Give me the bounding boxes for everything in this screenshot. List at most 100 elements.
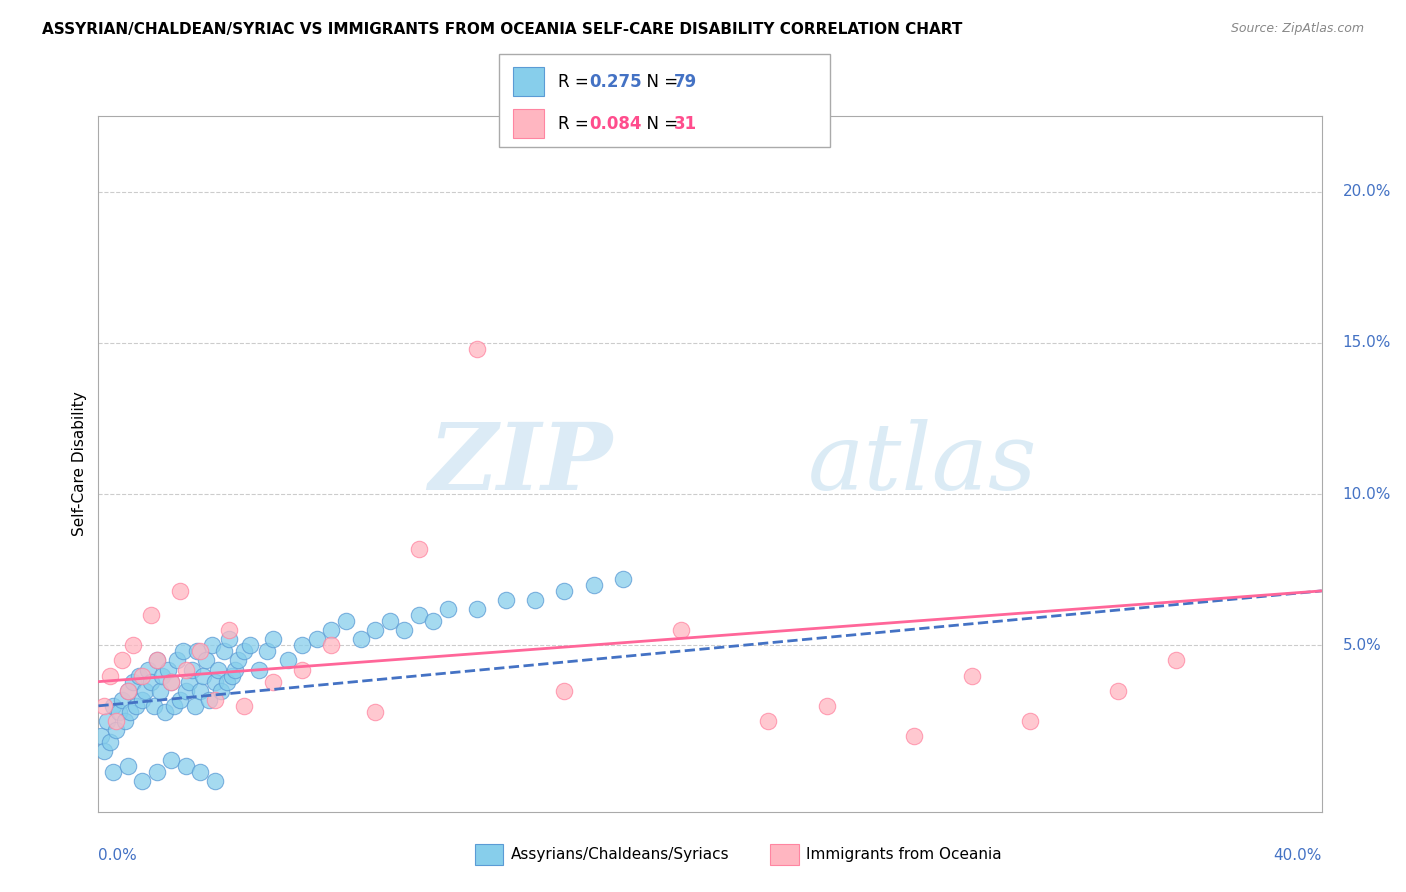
- Point: [262, 674, 284, 689]
- Point: [233, 698, 256, 713]
- Text: ZIP: ZIP: [427, 419, 612, 508]
- Point: [177, 674, 200, 689]
- Text: 0.0%: 0.0%: [98, 848, 138, 863]
- Point: [111, 693, 134, 707]
- Text: 15.0%: 15.0%: [1343, 335, 1391, 351]
- Point: [669, 624, 692, 638]
- Text: ASSYRIAN/CHALDEAN/SYRIAC VS IMMIGRANTS FROM OCEANIA SELF-CARE DISABILITY CORRELA: ASSYRIAN/CHALDEAN/SYRIAC VS IMMIGRANTS F…: [42, 22, 963, 37]
- Point: [364, 705, 387, 719]
- Point: [188, 765, 212, 780]
- Point: [114, 714, 136, 728]
- Point: [437, 602, 460, 616]
- Point: [465, 342, 488, 356]
- Point: [221, 668, 243, 682]
- Text: 20.0%: 20.0%: [1343, 184, 1391, 199]
- Text: N =: N =: [636, 115, 683, 133]
- Point: [305, 632, 328, 647]
- Point: [349, 632, 371, 647]
- Text: 0.084: 0.084: [589, 115, 641, 133]
- Point: [145, 653, 167, 667]
- Point: [1019, 714, 1042, 728]
- Point: [98, 668, 121, 682]
- Point: [163, 698, 186, 713]
- Point: [756, 714, 779, 728]
- Point: [136, 663, 159, 677]
- Point: [233, 644, 256, 658]
- Point: [195, 653, 218, 667]
- Point: [96, 714, 118, 728]
- Point: [553, 683, 575, 698]
- Point: [256, 644, 278, 658]
- Point: [224, 663, 246, 677]
- Point: [104, 714, 127, 728]
- Point: [226, 653, 249, 667]
- Point: [1164, 653, 1187, 667]
- Point: [204, 674, 226, 689]
- Text: 5.0%: 5.0%: [1343, 638, 1382, 653]
- Point: [142, 698, 165, 713]
- Point: [174, 663, 197, 677]
- Point: [321, 624, 343, 638]
- Text: Assyrians/Chaldeans/Syriacs: Assyrians/Chaldeans/Syriacs: [510, 847, 728, 862]
- Point: [207, 663, 229, 677]
- Text: R =: R =: [558, 72, 595, 91]
- Point: [104, 723, 127, 737]
- Point: [524, 593, 547, 607]
- Text: 10.0%: 10.0%: [1343, 487, 1391, 501]
- Point: [117, 683, 139, 698]
- Point: [145, 653, 167, 667]
- Point: [93, 744, 115, 758]
- Point: [291, 663, 314, 677]
- Point: [108, 705, 131, 719]
- Point: [903, 729, 925, 743]
- Point: [180, 663, 202, 677]
- Point: [212, 644, 235, 658]
- Point: [131, 668, 153, 682]
- Text: 31: 31: [673, 115, 696, 133]
- Point: [111, 653, 134, 667]
- Point: [188, 683, 212, 698]
- Text: N =: N =: [636, 72, 683, 91]
- Point: [169, 583, 191, 598]
- Point: [169, 693, 191, 707]
- Point: [125, 698, 148, 713]
- Point: [160, 674, 183, 689]
- Point: [139, 674, 162, 689]
- Point: [157, 663, 180, 677]
- Point: [422, 614, 444, 628]
- Text: 40.0%: 40.0%: [1274, 848, 1322, 863]
- Point: [166, 653, 188, 667]
- Point: [392, 624, 416, 638]
- Point: [193, 668, 215, 682]
- Point: [90, 729, 112, 743]
- Point: [128, 668, 150, 682]
- Point: [960, 668, 983, 682]
- Text: 79: 79: [673, 72, 697, 91]
- Point: [553, 583, 575, 598]
- Point: [277, 653, 299, 667]
- Point: [188, 644, 212, 658]
- Point: [174, 759, 197, 773]
- Point: [131, 693, 153, 707]
- Text: R =: R =: [558, 115, 595, 133]
- Text: 0.275: 0.275: [589, 72, 641, 91]
- Point: [160, 753, 183, 767]
- Point: [408, 608, 430, 623]
- Text: Immigrants from Oceania: Immigrants from Oceania: [806, 847, 1001, 862]
- Point: [139, 608, 162, 623]
- Point: [149, 683, 172, 698]
- Point: [101, 765, 124, 780]
- Point: [174, 683, 197, 698]
- Point: [101, 698, 124, 713]
- Y-axis label: Self-Care Disability: Self-Care Disability: [72, 392, 87, 536]
- Point: [815, 698, 838, 713]
- Point: [408, 541, 430, 556]
- Point: [209, 683, 232, 698]
- Point: [215, 674, 238, 689]
- Point: [186, 644, 208, 658]
- Point: [131, 774, 153, 789]
- Point: [612, 572, 634, 586]
- Point: [183, 698, 205, 713]
- Point: [120, 705, 142, 719]
- Point: [204, 693, 226, 707]
